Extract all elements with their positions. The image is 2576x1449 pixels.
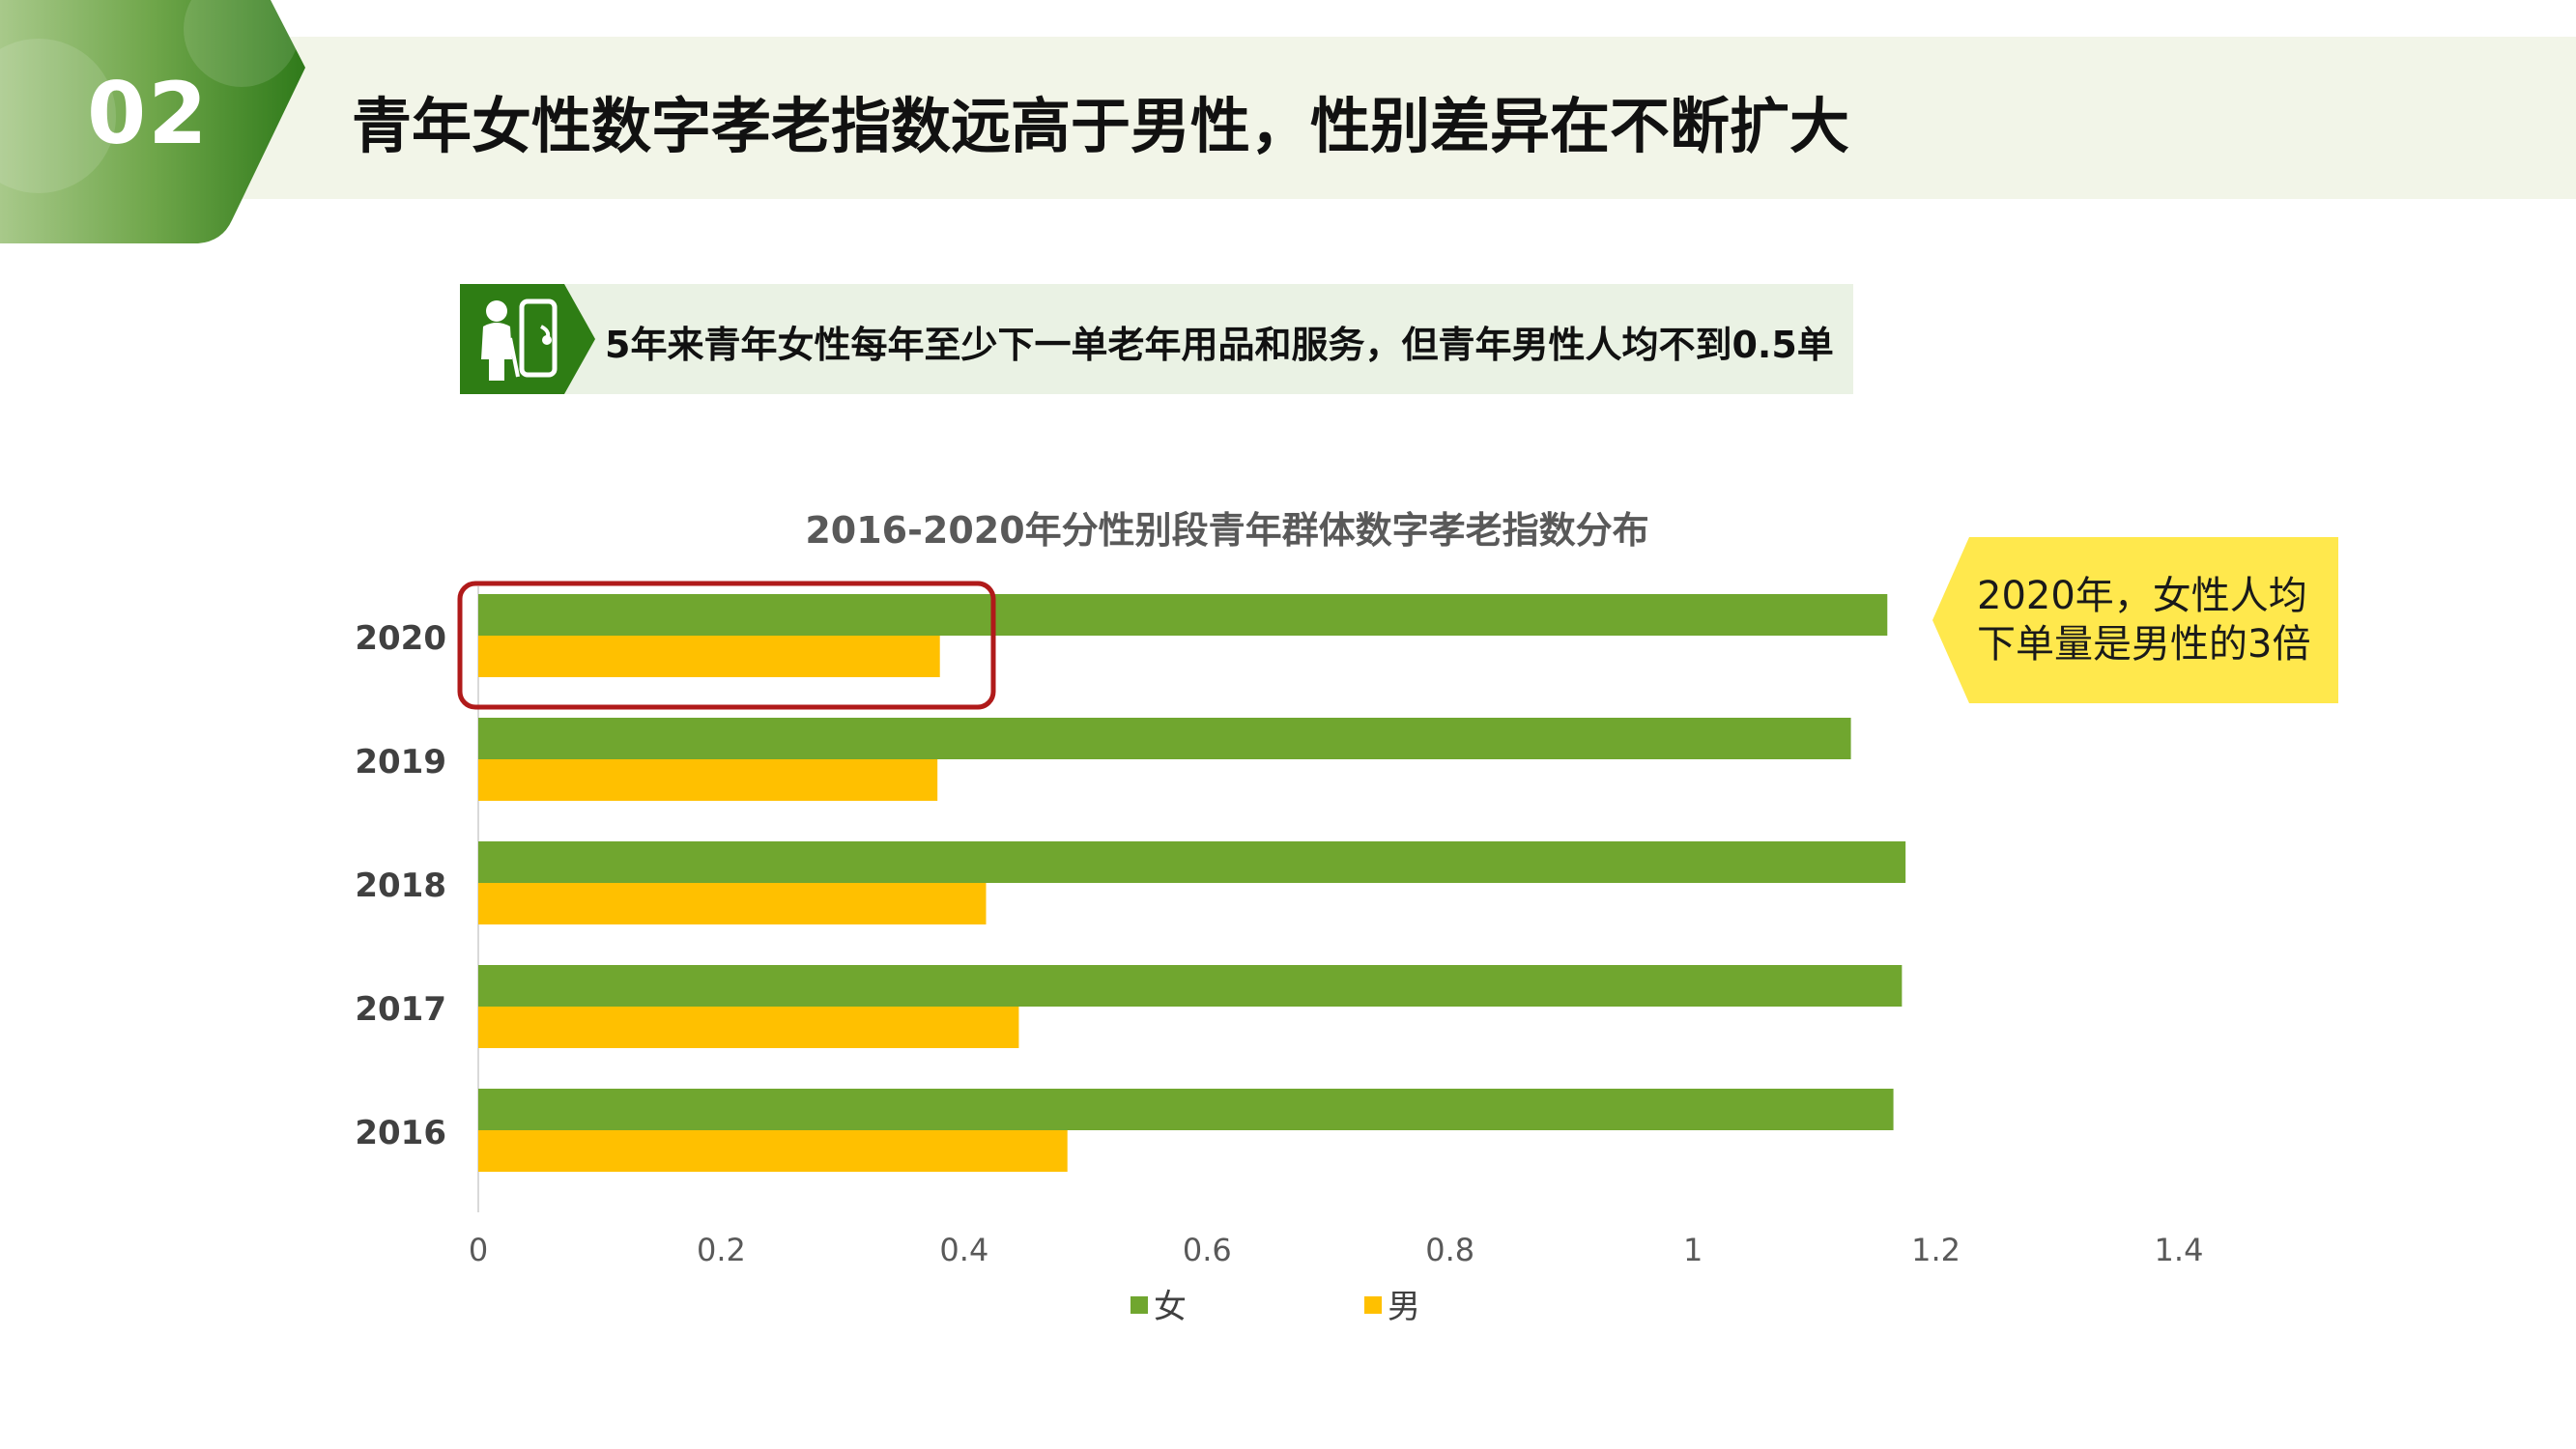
category-label-2019: 2019	[355, 743, 446, 781]
bar-male-2016	[478, 1130, 1068, 1172]
header-badge	[0, 0, 305, 243]
x-tick-label: 1.2	[1911, 1232, 1961, 1268]
x-tick-label: 0.8	[1425, 1232, 1474, 1268]
x-tick-label: 1.4	[2155, 1232, 2204, 1268]
legend-label-male: 男	[1388, 1288, 1420, 1326]
callout-bubble	[1932, 537, 2338, 703]
legend-label-female: 女	[1154, 1288, 1187, 1326]
callout-line-2: 下单量是男性的3倍	[1977, 622, 2311, 667]
legend-swatch-male	[1364, 1296, 1382, 1314]
bar-female-2018	[478, 841, 1906, 883]
callout-text: 2020年，女性人均 下单量是男性的3倍	[1977, 572, 2334, 668]
bar-male-2017	[478, 1007, 1019, 1048]
plot-area: 2020 2019 2018 2017 2016 0 0.2 0.4 0.6 0.8 1 1.2 1.4…	[355, 581, 2204, 1326]
header-band	[0, 37, 2576, 199]
callout-line-1: 2020年，女性人均	[1977, 574, 2307, 618]
x-tick-label: 1	[1683, 1232, 1703, 1268]
highlight-box-2020	[457, 581, 996, 710]
section-number: 02	[87, 64, 210, 163]
legend-swatch-female	[1131, 1296, 1148, 1314]
bar-female-2020	[478, 594, 1888, 636]
bar-male-2018	[478, 883, 987, 924]
x-tick-label: 0.2	[697, 1232, 746, 1268]
x-tick-label: 0.6	[1183, 1232, 1232, 1268]
bar-male-2019	[478, 759, 938, 801]
category-label-2016: 2016	[355, 1114, 446, 1152]
page-title: 青年女性数字孝老指数远高于男性，性别差异在不断扩大	[352, 91, 1850, 161]
category-label-2020: 2020	[355, 619, 446, 658]
bar-male-2020	[478, 636, 940, 677]
chart-title: 2016-2020年分性别段青年群体数字孝老指数分布	[805, 509, 1648, 552]
subtitle-text: 5年来青年女性每年至少下一单老年用品和服务，但青年男性人均不到0.5单	[605, 324, 1834, 366]
bar-female-2016	[478, 1089, 1894, 1130]
subtitle-banner	[460, 284, 1853, 394]
category-label-2018: 2018	[355, 867, 446, 905]
x-tick-label: 0.4	[939, 1232, 988, 1268]
bar-female-2019	[478, 718, 1851, 759]
x-tick-label: 0	[469, 1232, 488, 1268]
elderly-person-phone-icon	[460, 284, 595, 394]
category-label-2017: 2017	[355, 990, 446, 1029]
bar-female-2017	[478, 965, 1903, 1007]
